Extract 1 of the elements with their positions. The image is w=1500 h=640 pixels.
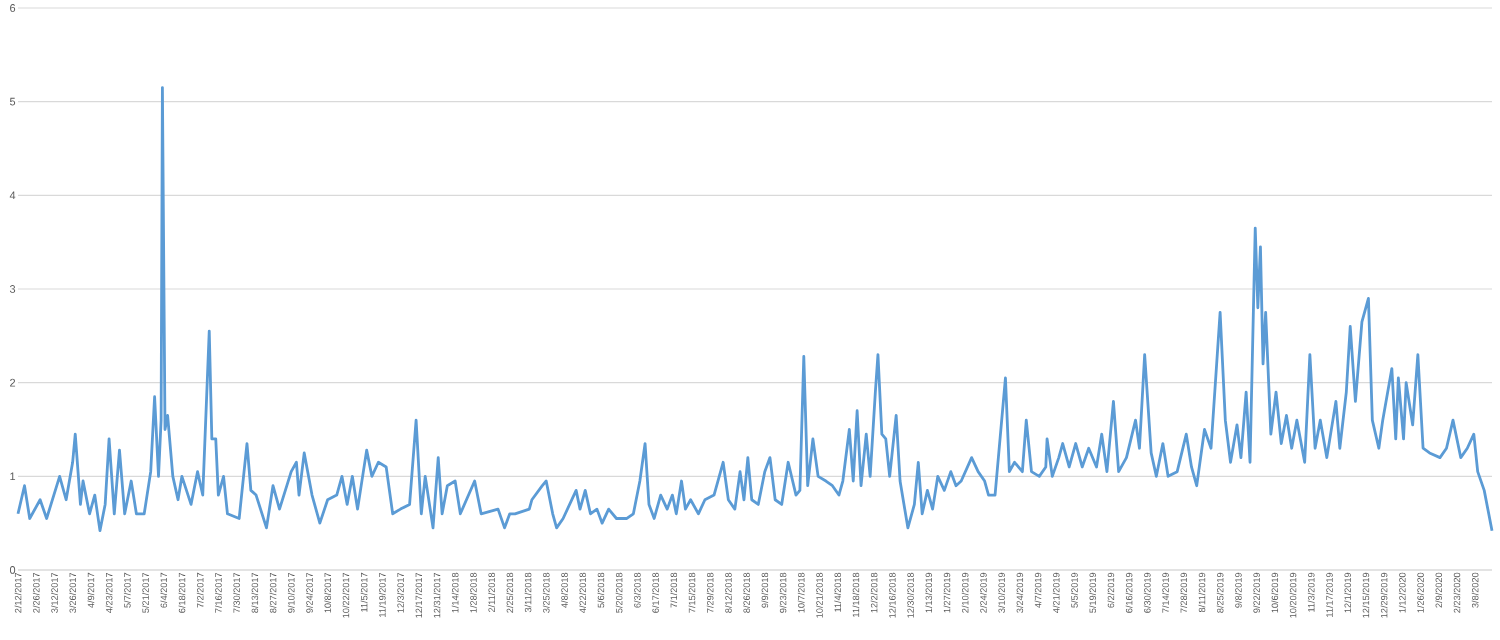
line-series [16,86,1494,533]
